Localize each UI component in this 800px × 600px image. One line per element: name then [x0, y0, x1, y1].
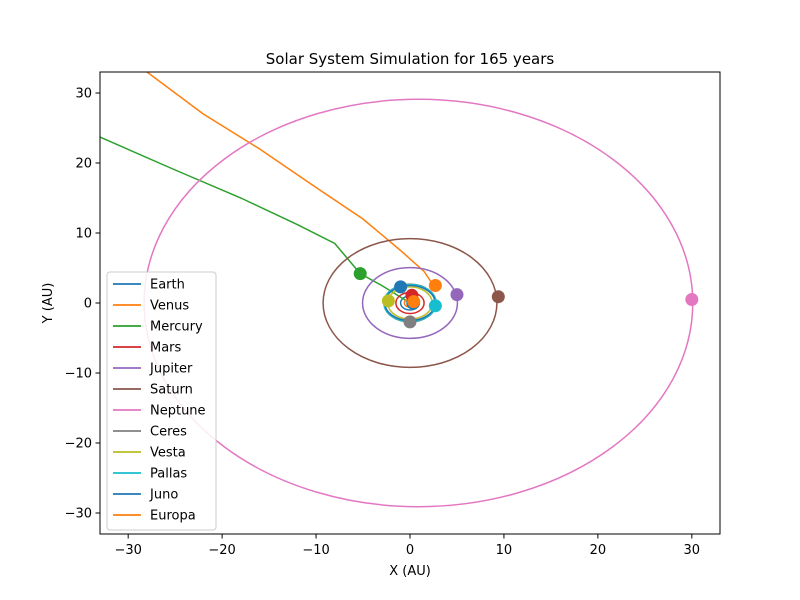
- legend-label-jupiter: Jupiter: [149, 362, 193, 377]
- x-tick-label: −20: [208, 543, 235, 558]
- x-tick-label: −30: [114, 543, 141, 558]
- legend-label-neptune: Neptune: [150, 404, 206, 419]
- legend-box: [106, 271, 217, 531]
- x-tick-label: 20: [590, 543, 607, 558]
- y-tick-label: −20: [65, 437, 92, 452]
- y-tick-label: 10: [75, 227, 92, 242]
- y-tick-label: 30: [75, 87, 92, 102]
- legend-label-mars: Mars: [150, 341, 182, 356]
- x-tick-label: 0: [406, 543, 414, 558]
- legend-label-saturn: Saturn: [150, 383, 193, 398]
- legend-label-mercury: Mercury: [150, 320, 203, 335]
- series-vesta-marker: [381, 294, 395, 308]
- series-mercury-trajectory: [100, 136, 411, 304]
- legend-label-ceres: Ceres: [150, 425, 187, 440]
- series-neptune-marker: [685, 293, 699, 306]
- y-tick-label: 0: [84, 297, 92, 312]
- x-tick-label: −10: [302, 543, 329, 558]
- y-tick-label: −30: [65, 507, 92, 522]
- legend-label-venus: Venus: [150, 299, 189, 314]
- series-venus-marker: [428, 279, 442, 292]
- series-pallas-marker: [428, 299, 442, 313]
- legend-label-vesta: Vesta: [150, 446, 186, 461]
- series-mercury-marker: [353, 267, 367, 281]
- x-tick-label: 10: [496, 543, 513, 558]
- x-axis-label: X (AU): [389, 564, 431, 579]
- series-jupiter-marker: [450, 288, 464, 302]
- series-ceres-marker: [403, 315, 417, 329]
- chart-title: Solar System Simulation for 165 years: [266, 50, 555, 68]
- series-saturn-marker: [491, 290, 505, 304]
- y-axis-label: Y (AU): [41, 283, 56, 325]
- legend-label-pallas: Pallas: [150, 467, 187, 482]
- x-tick-label: 30: [684, 543, 701, 558]
- series-juno-marker: [394, 280, 408, 294]
- y-axis-ticks: −30 −20 −10 0 10 20 30: [65, 87, 100, 522]
- x-axis-ticks: −30 −20 −10 0 10 20 30: [114, 534, 700, 558]
- y-tick-label: 20: [75, 157, 92, 172]
- series-jupiter-orbit: [361, 266, 459, 340]
- series-europa-marker: [407, 295, 421, 309]
- legend-label-juno: Juno: [149, 488, 178, 503]
- legend: Earth Venus Mercury Mars Jupiter Saturn Neptun…: [106, 271, 217, 531]
- y-tick-label: −10: [65, 367, 92, 382]
- marker-layer: [353, 267, 699, 329]
- legend-label-europa: Europa: [150, 509, 196, 524]
- legend-label-earth: Earth: [150, 278, 185, 293]
